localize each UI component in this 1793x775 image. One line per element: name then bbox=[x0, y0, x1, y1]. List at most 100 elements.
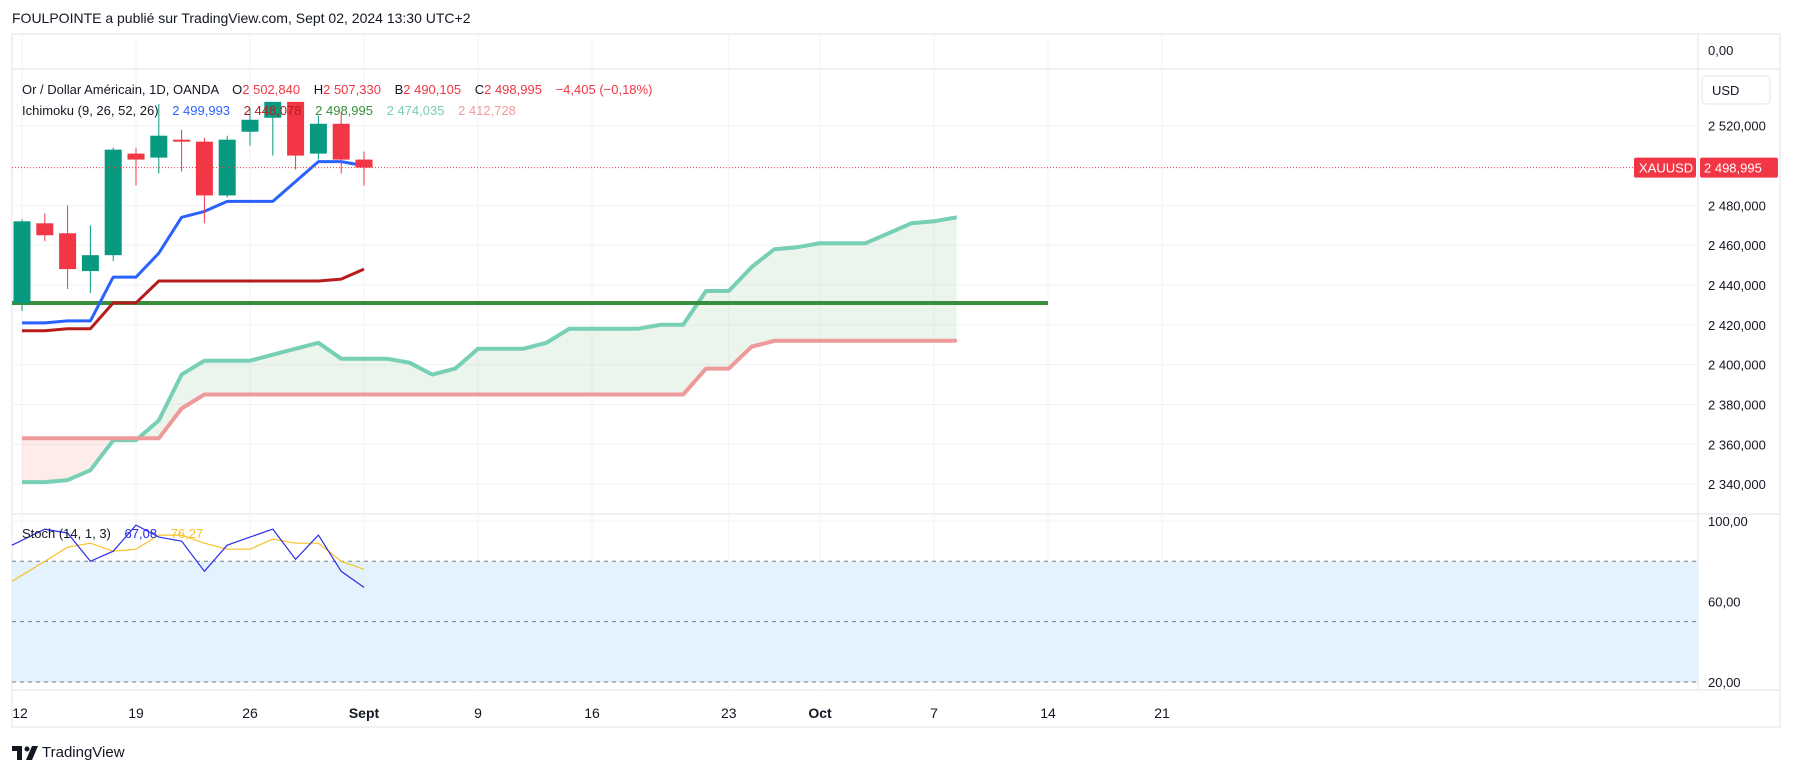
price-tick-label: 2 380,000 bbox=[1708, 397, 1766, 412]
time-tick-label: 12 bbox=[12, 705, 28, 721]
stochastic-pane bbox=[11, 524, 1698, 683]
candle-body bbox=[81, 255, 99, 272]
time-tick-label: 7 bbox=[930, 705, 938, 721]
price-tick-label: 2 420,000 bbox=[1708, 318, 1766, 333]
price-axis: 2 520,000 2 480,000 2 460,000 2 440,000 2 42… bbox=[1708, 119, 1766, 690]
candle bbox=[241, 107, 259, 146]
change-value: −4,405 (−0,18%) bbox=[556, 82, 653, 97]
candle bbox=[355, 151, 373, 186]
candle-body bbox=[59, 233, 77, 270]
candle bbox=[287, 101, 305, 170]
candle bbox=[127, 147, 145, 186]
price-tick-label: 2 480,000 bbox=[1708, 198, 1766, 213]
candle-body bbox=[173, 139, 191, 142]
candle-body bbox=[287, 101, 305, 156]
time-tick-label: 9 bbox=[474, 705, 482, 721]
candle-body bbox=[309, 123, 327, 154]
ichimoku-legend: Ichimoku (9, 26, 52, 26) 2 499,993 2 448… bbox=[22, 103, 516, 118]
top-pane-value: 0,00 bbox=[1708, 43, 1733, 58]
candle-body bbox=[36, 223, 54, 236]
chart-frame bbox=[11, 33, 1781, 728]
candle bbox=[218, 135, 236, 198]
chikou-value: 2 498,995 bbox=[315, 103, 373, 118]
senkou-span-a-line bbox=[22, 215, 958, 485]
publish-info: FOULPOINTE a publié sur TradingView.com,… bbox=[12, 10, 471, 26]
tenkan-sen-line bbox=[22, 160, 365, 325]
candle-body bbox=[218, 139, 236, 196]
stoch-tick-label: 60,00 bbox=[1708, 595, 1741, 610]
symbol-tag-bg bbox=[1634, 157, 1696, 178]
symbol-name: Or / Dollar Américain, 1D, OANDA bbox=[22, 82, 220, 97]
senkou-span-b-line bbox=[22, 338, 957, 441]
currency-button[interactable]: USD bbox=[1712, 83, 1739, 98]
candle-body bbox=[332, 123, 350, 160]
candle bbox=[264, 101, 282, 156]
candle-body bbox=[104, 149, 122, 256]
candle bbox=[150, 103, 168, 174]
candles bbox=[13, 101, 373, 311]
candle bbox=[59, 205, 77, 290]
candle-body bbox=[195, 141, 213, 196]
footer-brand[interactable]: TradingView bbox=[12, 744, 125, 761]
price-tick-label: 2 340,000 bbox=[1708, 477, 1766, 492]
high-value: 2 507,330 bbox=[323, 82, 381, 97]
open-label: O bbox=[232, 82, 242, 97]
symbol-legend: Or / Dollar Américain, 1D, OANDA O2 502,… bbox=[22, 82, 652, 97]
candle-body bbox=[13, 221, 31, 303]
candle bbox=[81, 225, 99, 293]
time-tick-label: 19 bbox=[128, 705, 144, 721]
candle bbox=[195, 137, 213, 224]
open-value: 2 502,840 bbox=[242, 82, 300, 97]
time-tick-label: 16 bbox=[584, 705, 600, 721]
close-label: C bbox=[475, 82, 484, 97]
candle bbox=[173, 129, 191, 172]
ichimoku-cloud bbox=[22, 217, 957, 483]
time-tick-label: Sept bbox=[349, 705, 380, 721]
stoch-k-line bbox=[11, 524, 365, 588]
price-tick-label: 2 360,000 bbox=[1708, 437, 1766, 452]
low-value: 2 490,105 bbox=[403, 82, 461, 97]
ichimoku-lines bbox=[12, 160, 1048, 485]
symbol-tag: XAUUSD bbox=[1639, 161, 1693, 176]
last-price-tag: 2 498,995 bbox=[1704, 161, 1762, 176]
footer-brand-text: TradingView bbox=[42, 744, 125, 761]
currency-button-bg[interactable] bbox=[1701, 75, 1771, 105]
candle bbox=[309, 115, 327, 160]
high-label: H bbox=[314, 82, 323, 97]
tenkan-value: 2 499,993 bbox=[172, 103, 230, 118]
candle-body bbox=[150, 135, 168, 158]
kijun-sen-line bbox=[22, 267, 365, 333]
candle bbox=[104, 147, 122, 262]
stoch-label: Stoch (14, 1, 3) bbox=[22, 526, 111, 541]
time-axis: 12 19 26 Sept 9 16 23 Oct 7 14 21 bbox=[12, 705, 1170, 721]
price-tick-label: 2 440,000 bbox=[1708, 278, 1766, 293]
last-price-tag-bg bbox=[1700, 157, 1778, 178]
stoch-legend: Stoch (14, 1, 3) 67,08 76,27 bbox=[22, 526, 203, 541]
candle bbox=[332, 111, 350, 174]
time-tick-label: 14 bbox=[1040, 705, 1056, 721]
cloud-bearish bbox=[22, 438, 139, 483]
candle-body bbox=[127, 153, 145, 160]
stoch-d-line bbox=[11, 534, 365, 582]
candle-body bbox=[264, 101, 282, 118]
price-tick-label: 2 520,000 bbox=[1708, 119, 1766, 134]
cloud-bullish bbox=[138, 217, 957, 439]
price-tick-label: 2 460,000 bbox=[1708, 238, 1766, 253]
ichimoku-label: Ichimoku (9, 26, 52, 26) bbox=[22, 103, 159, 118]
candle-body bbox=[355, 159, 373, 168]
stoch-tick-label: 100,00 bbox=[1708, 514, 1748, 529]
tradingview-logo-icon bbox=[12, 745, 38, 760]
time-tick-label: 21 bbox=[1154, 705, 1170, 721]
time-tick-label: 23 bbox=[721, 705, 737, 721]
close-value: 2 498,995 bbox=[484, 82, 542, 97]
time-tick-label: 26 bbox=[242, 705, 258, 721]
kijun-value: 2 448,078 bbox=[244, 103, 302, 118]
stoch-tick-label: 20,00 bbox=[1708, 675, 1741, 690]
span-b-value: 2 412,728 bbox=[458, 103, 516, 118]
low-label: B bbox=[395, 82, 404, 97]
candle-body bbox=[241, 119, 259, 132]
candle bbox=[13, 219, 31, 311]
stoch-k-value: 67,08 bbox=[125, 526, 158, 541]
stoch-d-value: 76,27 bbox=[171, 526, 204, 541]
